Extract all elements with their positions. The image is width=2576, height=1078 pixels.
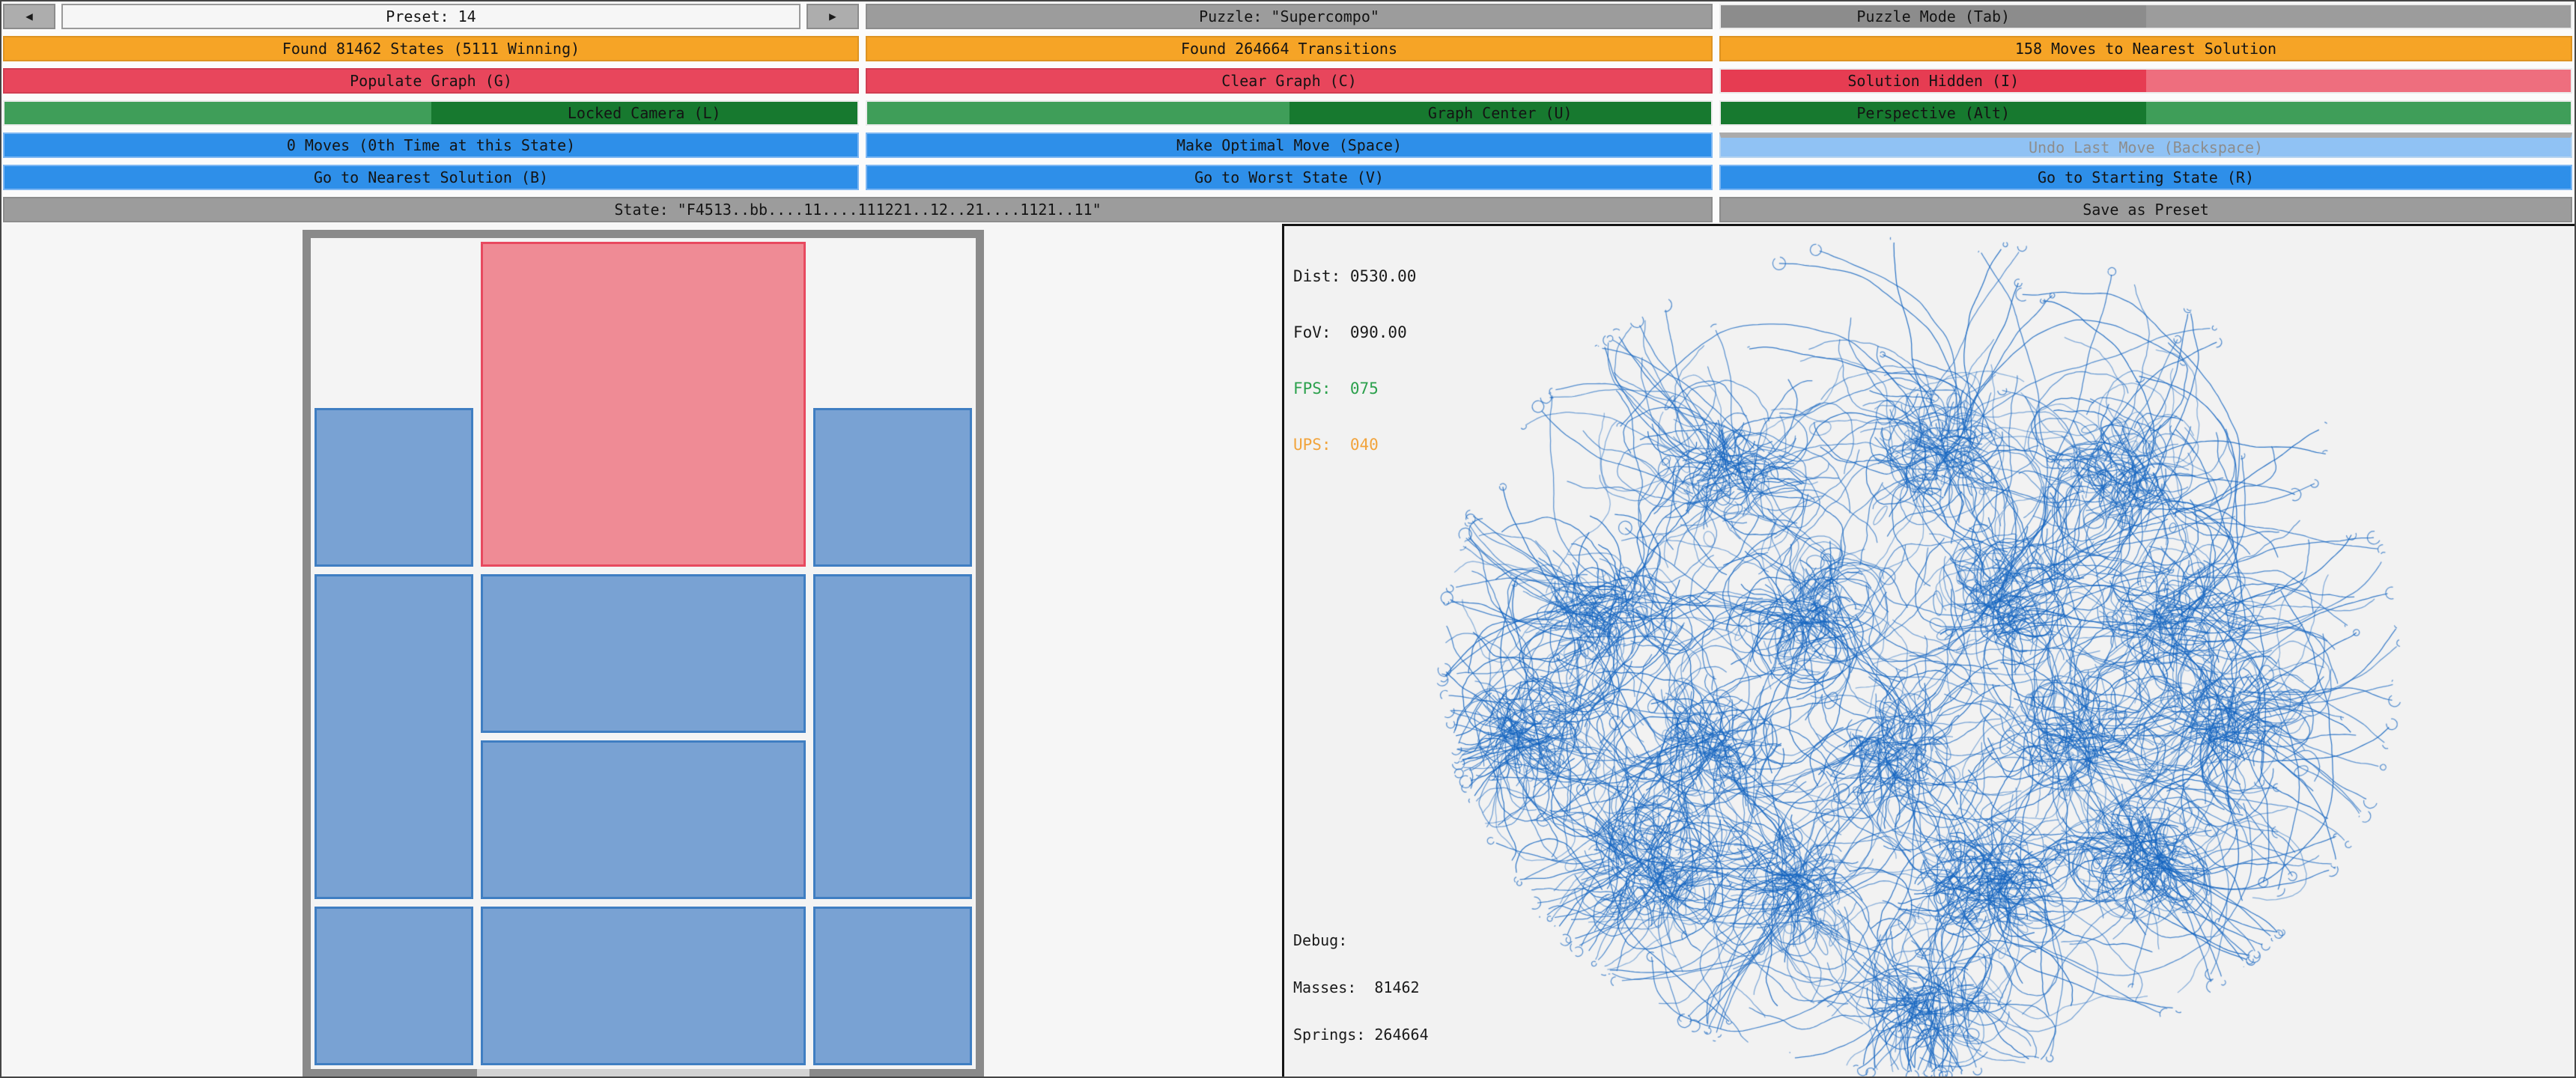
make-optimal-move-button[interactable]: Make Optimal Move (Space) [866,133,1713,158]
puzzle-mode-toggle[interactable]: Puzzle Mode (Tab) [1719,4,2572,29]
state-display-bar: State: "F4513..bb....11....111221..12..2… [3,197,1713,222]
move-count-button[interactable]: 0 Moves (0th Time at this State) [3,133,859,158]
populate-graph-button[interactable]: Populate Graph (G) [3,68,859,94]
puzzle-mode-label: Puzzle Mode (Tab) [1856,7,2011,25]
puzzle-block-blue-4x5[interactable] [813,907,972,1065]
found-transitions-button[interactable]: Found 264664 Transitions [866,36,1713,61]
puzzle-name-label: Puzzle: "Supercompo" [866,4,1713,29]
preset-field[interactable]: Preset: 14 [61,4,801,29]
preset-next-button[interactable]: ▶ [806,4,859,29]
undo-last-move-button[interactable]: Undo Last Move (Backspace) [1719,133,2572,158]
puzzle-block-blue-2x3[interactable] [481,574,806,733]
graph-center-label: Graph Center (U) [1427,104,1573,122]
graph-center-toggle[interactable]: Graph Center (U) [866,100,1713,126]
graph-canvas[interactable] [1284,226,2576,1078]
debug-heading: Debug: [1293,931,1348,949]
puzzle-block-blue-4x3[interactable] [813,574,972,899]
puzzle-block-blue-1x2[interactable] [315,408,473,567]
locked-camera-label: Locked Camera (L) [567,104,721,122]
clear-graph-button[interactable]: Clear Graph (C) [866,68,1713,94]
toolbar: ◀ Preset: 14 ▶ Puzzle: "Supercompo" Puzz… [0,0,2576,222]
perspective-label: Perspective (Alt) [1856,104,2011,122]
locked-camera-toggle[interactable]: Locked Camera (L) [3,100,859,126]
go-to-nearest-solution-button[interactable]: Go to Nearest Solution (B) [3,165,859,190]
perspective-toggle[interactable]: Perspective (Alt) [1719,100,2572,126]
found-states-button[interactable]: Found 81462 States (5111 Winning) [3,36,859,61]
go-to-worst-state-button[interactable]: Go to Worst State (V) [866,165,1713,190]
debug-masses: Masses: 81462 [1293,978,1420,996]
puzzle-block-blue-1x5[interactable] [315,907,473,1065]
solution-hidden-toggle[interactable]: Solution Hidden (I) [1719,68,2572,94]
debug-dist: Dist: 0530.00 [1293,267,1417,285]
preset-prev-button[interactable]: ◀ [3,4,55,29]
debug-springs: Springs: 264664 [1293,1026,1429,1044]
graph-panel: Dist: 0530.00 FoV: 090.00 FPS: 075 UPS: … [1282,224,2576,1078]
solution-hidden-label: Solution Hidden (I) [1847,72,2020,90]
debug-fps: FPS: 075 [1293,380,1379,398]
debug-overlay-bottom: Debug: Masses: 81462 Springs: 264664 [1293,901,1429,1074]
debug-ups: UPS: 040 [1293,436,1379,454]
debug-overlay-top: Dist: 0530.00 FoV: 090.00 FPS: 075 UPS: … [1293,230,1416,492]
puzzle-block-blue-4x2[interactable] [813,408,972,567]
moves-to-nearest-button[interactable]: 158 Moves to Nearest Solution [1719,36,2572,61]
puzzle-block-blue-1x3[interactable] [315,574,473,899]
debug-fov: FoV: 090.00 [1293,323,1407,341]
preset-control: ◀ Preset: 14 ▶ [3,4,859,29]
save-as-preset-button[interactable]: Save as Preset [1719,197,2572,222]
board-exit-gap [477,1069,809,1078]
puzzle-block-blue-2x4[interactable] [481,740,806,899]
puzzle-block-red-2x1[interactable] [481,242,806,567]
go-to-starting-state-button[interactable]: Go to Starting State (R) [1719,165,2572,190]
puzzle-block-blue-2x5[interactable] [481,907,806,1065]
